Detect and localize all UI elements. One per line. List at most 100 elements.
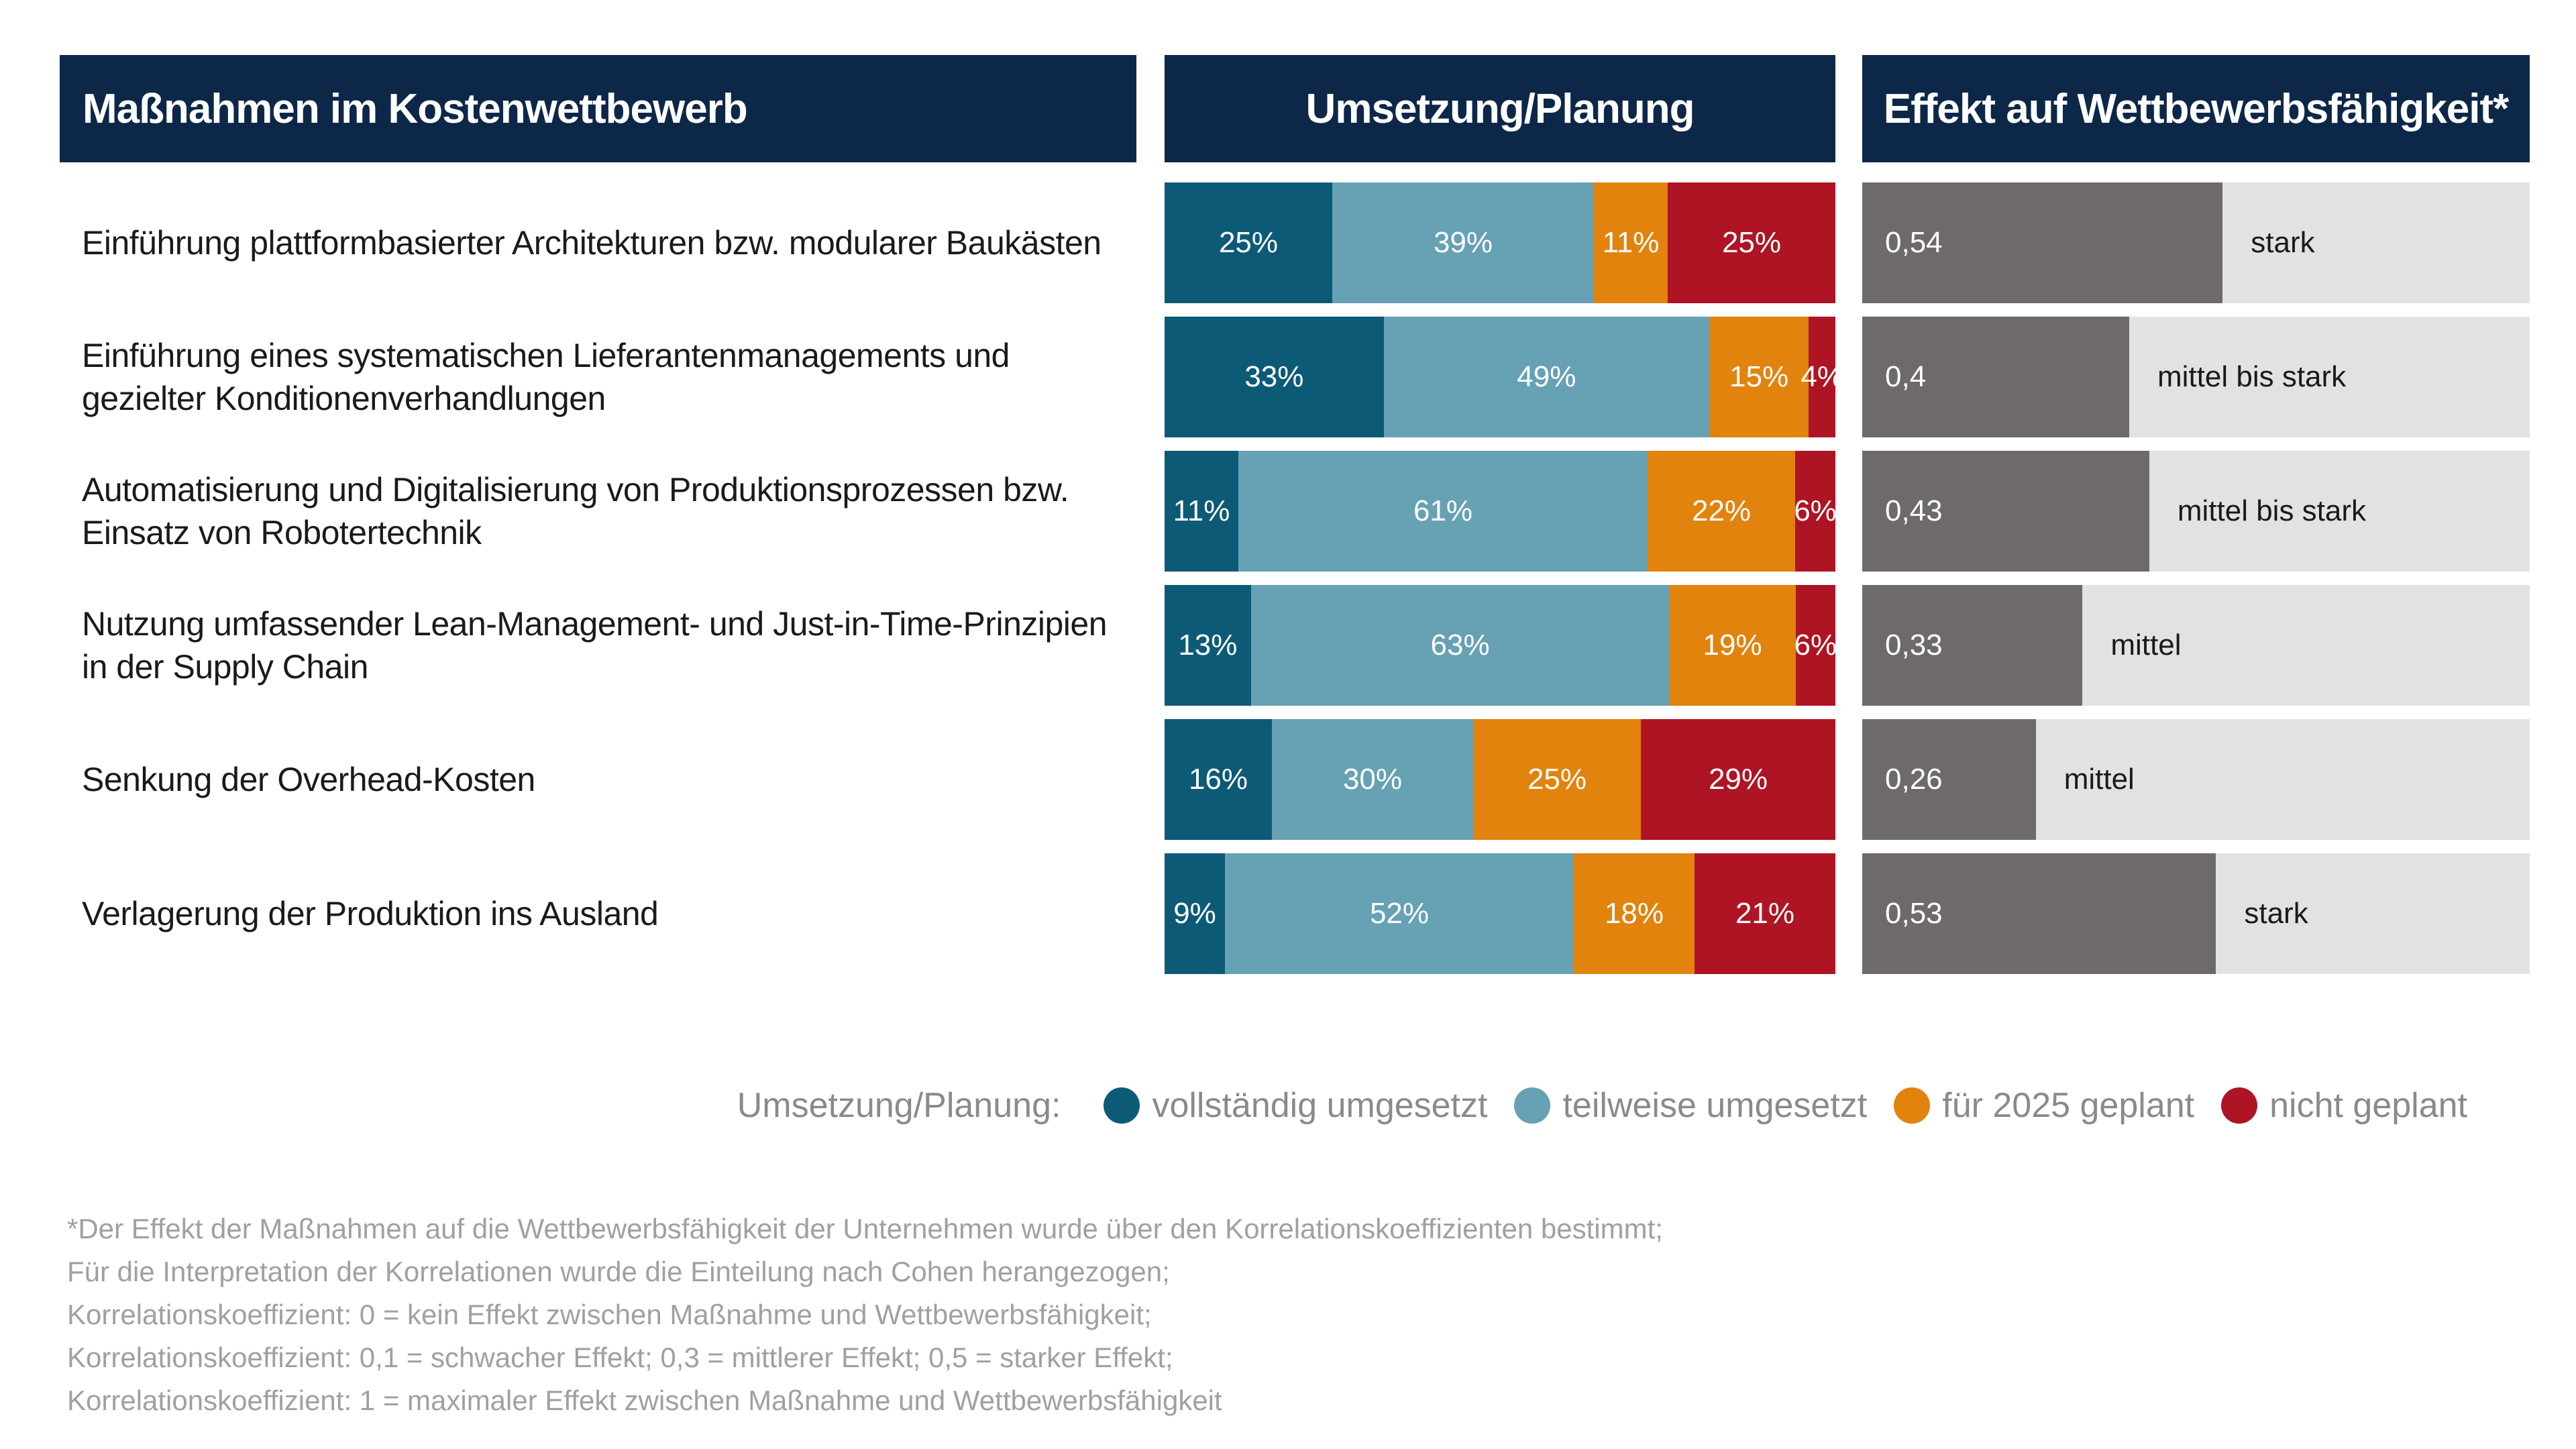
data-label: 18% [1604,897,1664,930]
measure-label: Senkung der Overhead-Kosten [82,761,535,798]
legend-dot-icon [1894,1087,1931,1124]
legend-dot-icon [1104,1087,1140,1124]
stacked-bar: 16% 30% 25% 29% [1165,719,1835,840]
stacked-bar: 11% 61% 22% 6% [1165,451,1837,572]
data-label: 25% [1721,226,1782,259]
data-label: 19% [1703,629,1762,661]
effect-bar-track: 0,53 stark [1862,853,2530,974]
legend-label: nicht geplant [2269,1086,2467,1125]
bar-segment: 22% [1648,451,1795,572]
effect-strength-label: stark [2251,226,2315,259]
stacked-bar: 9% 52% 18% 21% [1165,853,1835,974]
effect-value-label: 0,33 [1885,629,1943,661]
footnote-line: Für die Interpretation der Korrelationen… [67,1256,1170,1287]
bar-segment: 6% [1794,451,1837,572]
bar-segment: 33% [1165,317,1384,437]
bar-segment: 18% [1574,853,1695,974]
bar-segment: 15% [1709,317,1809,437]
effect-bar-track: 0,26 mittel [1862,719,2530,840]
data-label: 29% [1708,763,1768,796]
data-label: 9% [1173,897,1216,930]
legend-label: teilweise umgesetzt [1562,1086,1868,1125]
bar-segment: 61% [1238,451,1648,572]
data-label: 11% [1602,226,1660,259]
effect-value-label: 0,4 [1885,360,1927,393]
bar-segment: 49% [1383,317,1709,437]
bar-segment: 6% [1794,585,1837,706]
data-label: 33% [1244,360,1304,393]
measure-label: Nutzung umfassender Lean-Management- und… [82,605,1108,686]
data-label: 22% [1691,494,1752,527]
data-label: 25% [1527,763,1587,796]
data-label: 16% [1188,763,1248,796]
legend-item: nicht geplant [2221,1085,2467,1126]
measure-label: Einführung plattformbasierter Architektu… [82,224,1102,262]
bar-segment: 25% [1165,182,1332,303]
effect-strength-label: mittel bis stark [2177,494,2367,527]
bar-segment: 9% [1165,853,1225,974]
bar-segment: 21% [1695,853,1835,974]
bar-segment: 63% [1250,585,1670,706]
effect-strength-label: mittel [2063,763,2135,796]
header-effect: Effekt auf Wettbewerbsfähigkeit* [1862,55,2530,162]
data-label: 21% [1735,897,1795,930]
data-label: 25% [1218,226,1279,259]
data-label: 39% [1433,226,1493,259]
data-label: 52% [1369,897,1430,930]
bar-segment: 11% [1594,182,1668,303]
header-implementation: Umsetzung/Planung [1165,55,1835,162]
effect-strength-label: mittel [2110,629,2182,661]
effect-bar-track: 0,33 mittel [1862,585,2530,706]
footnote-line: *Der Effekt der Maßnahmen auf die Wettbe… [67,1213,1663,1244]
legend-item: vollständig umgesetzt [1104,1085,1487,1126]
bar-segment: 4% [1801,317,1843,437]
legend: Umsetzung/Planung: vollständig umgesetzt… [737,1073,2467,1138]
bar-segment: 13% [1165,585,1251,706]
effect-value-label: 0,54 [1885,226,1943,259]
header-implementation-title: Umsetzung/Planung [1305,85,1695,132]
bar-segment: 19% [1669,585,1796,706]
effect-value-label: 0,53 [1885,897,1943,930]
legend-label: für 2025 geplant [1942,1086,2195,1125]
measure-label: Einführung eines systematischen Lieferan… [82,337,1010,417]
data-label: 63% [1430,629,1490,661]
measure-label: Automatisierung und Digitalisierung von … [82,471,1069,551]
footnote-line: Korrelationskoeffizient: 1 = maximaler E… [67,1385,1222,1416]
header-measures: Maßnahmen im Kostenwettbewerb [60,55,1136,162]
bar-segment: 16% [1165,719,1272,840]
legend-label: vollständig umgesetzt [1152,1086,1488,1125]
legend-items: vollständig umgesetzt teilweise umgesetzt… [1077,1085,2467,1126]
footnote-line: Korrelationskoeffizient: 0 = kein Effekt… [67,1299,1152,1330]
data-label: 13% [1178,629,1238,661]
data-label: 4% [1801,360,1843,393]
data-label: 61% [1413,494,1473,527]
bar-segment: 30% [1272,719,1473,840]
effect-bar [1862,853,2216,974]
footnote: *Der Effekt der Maßnahmen auf die Wettbe… [67,1208,1811,1422]
data-label: 6% [1794,629,1837,661]
data-label: 6% [1794,494,1837,527]
effect-value-label: 0,43 [1885,494,1943,527]
effect-bar [1862,451,2149,572]
data-label: 11% [1173,494,1230,527]
header-measures-title: Maßnahmen im Kostenwettbewerb [83,85,748,132]
bar-segment: 52% [1225,853,1574,974]
data-label: 49% [1517,360,1576,393]
legend-title: Umsetzung/Planung: [737,1086,1061,1125]
stacked-bar: 33% 49% 15% 4% [1165,317,1843,437]
effect-bar [1862,317,2129,437]
data-label: 30% [1342,763,1403,796]
bar-segment: 25% [1473,719,1641,840]
bar-segment: 25% [1668,182,1835,303]
stacked-bar: 13% 63% 19% 6% [1165,585,1837,706]
legend-item: teilweise umgesetzt [1514,1085,1867,1126]
header-effect-title: Effekt auf Wettbewerbsfähigkeit* [1883,85,2509,132]
footnote-line: Korrelationskoeffizient: 0,1 = schwacher… [67,1342,1173,1373]
effect-strength-label: mittel bis stark [2157,360,2347,393]
effect-bar [1862,585,2083,706]
legend-item: für 2025 geplant [1894,1085,2194,1126]
effect-value-label: 0,26 [1885,763,1943,796]
bar-segment: 11% [1165,451,1238,572]
bar-segment: 39% [1332,182,1594,303]
effect-bar [1862,182,2223,303]
